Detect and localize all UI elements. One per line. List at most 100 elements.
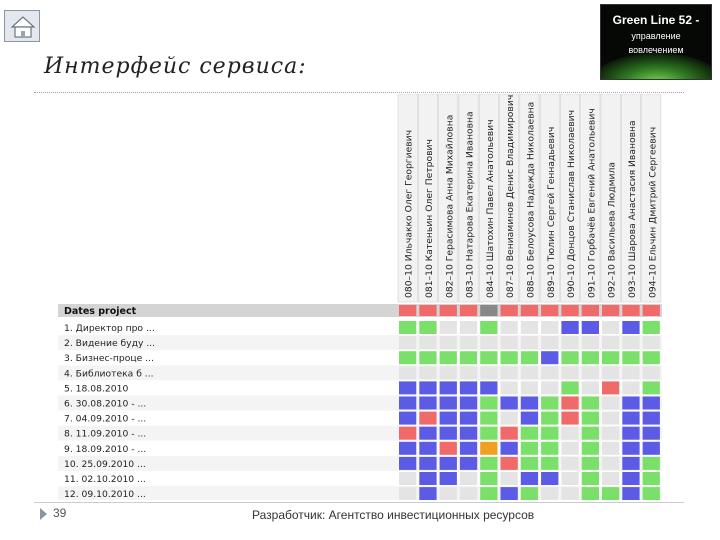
row-label[interactable]: 7. 04.09.2010 - ... — [64, 414, 146, 425]
grid-status-cell[interactable] — [561, 487, 579, 501]
grid-status-cell[interactable] — [500, 351, 518, 365]
grid-status-cell[interactable] — [439, 351, 457, 365]
grid-status-cell[interactable] — [561, 441, 579, 455]
row-label[interactable]: 11. 02.10.2010 ... — [64, 474, 146, 485]
grid-status-cell[interactable] — [520, 456, 539, 470]
grid-status-cell[interactable] — [541, 381, 559, 395]
grid-status-cell[interactable] — [622, 366, 640, 380]
grid-status-cell[interactable] — [480, 456, 498, 470]
grid-status-cell[interactable] — [500, 426, 518, 440]
grid-status-cell[interactable] — [602, 426, 620, 440]
grid-status-cell[interactable] — [500, 487, 518, 501]
grid-status-cell[interactable] — [399, 396, 417, 410]
grid-status-cell[interactable] — [642, 321, 660, 334]
grid-status-cell[interactable] — [480, 366, 498, 380]
header-status-cell[interactable] — [622, 305, 640, 316]
grid-status-cell[interactable] — [642, 472, 660, 485]
grid-status-cell[interactable] — [541, 351, 559, 365]
grid-status-cell[interactable] — [520, 411, 539, 425]
grid-status-cell[interactable] — [459, 456, 478, 470]
grid-status-cell[interactable] — [642, 336, 660, 350]
grid-status-cell[interactable] — [480, 426, 498, 440]
grid-status-cell[interactable] — [602, 351, 620, 365]
grid-status-cell[interactable] — [622, 396, 640, 410]
grid-status-cell[interactable] — [622, 441, 640, 455]
grid-status-cell[interactable] — [622, 487, 640, 501]
grid-status-cell[interactable] — [642, 381, 660, 395]
grid-status-cell[interactable] — [642, 396, 660, 410]
grid-status-cell[interactable] — [602, 396, 620, 410]
row-label[interactable]: 12. 09.10.2010 ... — [64, 489, 146, 500]
grid-status-cell[interactable] — [581, 472, 599, 485]
header-status-cell[interactable] — [399, 305, 417, 316]
column-header-cell[interactable] — [417, 93, 438, 303]
row-label[interactable]: 6. 30.08.2010 - ... — [64, 399, 146, 410]
grid-status-cell[interactable] — [419, 456, 437, 470]
grid-status-cell[interactable] — [581, 411, 599, 425]
grid-status-cell[interactable] — [622, 381, 640, 395]
grid-status-cell[interactable] — [581, 441, 599, 455]
column-header-cell[interactable] — [641, 93, 662, 303]
grid-status-cell[interactable] — [622, 351, 640, 365]
grid-status-cell[interactable] — [399, 366, 417, 380]
grid-status-cell[interactable] — [581, 456, 599, 470]
grid-status-cell[interactable] — [520, 396, 539, 410]
grid-status-cell[interactable] — [439, 456, 457, 470]
grid-status-cell[interactable] — [480, 381, 498, 395]
row-label[interactable]: 9. 18.09.2010 - ... — [64, 444, 146, 455]
grid-status-cell[interactable] — [602, 336, 620, 350]
grid-status-cell[interactable] — [439, 411, 457, 425]
header-status-cell[interactable] — [541, 305, 559, 316]
grid-status-cell[interactable] — [561, 336, 579, 350]
grid-status-cell[interactable] — [500, 396, 518, 410]
grid-status-cell[interactable] — [500, 336, 518, 350]
grid-status-cell[interactable] — [439, 426, 457, 440]
grid-status-cell[interactable] — [642, 426, 660, 440]
header-status-cell[interactable] — [500, 305, 518, 316]
grid-status-cell[interactable] — [561, 456, 579, 470]
grid-status-cell[interactable] — [439, 366, 457, 380]
column-header-cell[interactable] — [438, 93, 459, 303]
row-label[interactable]: 8. 11.09.2010 - ... — [64, 429, 146, 440]
grid-status-cell[interactable] — [480, 472, 498, 485]
grid-status-cell[interactable] — [602, 456, 620, 470]
grid-status-cell[interactable] — [541, 366, 559, 380]
grid-status-cell[interactable] — [500, 441, 518, 455]
grid-status-cell[interactable] — [581, 487, 599, 501]
grid-status-cell[interactable] — [642, 487, 660, 501]
grid-status-cell[interactable] — [622, 411, 640, 425]
row-label[interactable]: 5. 18.08.2010 — [64, 383, 128, 394]
grid-status-cell[interactable] — [439, 336, 457, 350]
grid-status-cell[interactable] — [399, 487, 417, 501]
grid-status-cell[interactable] — [439, 381, 457, 395]
header-status-cell[interactable] — [520, 305, 539, 316]
grid-status-cell[interactable] — [459, 426, 478, 440]
grid-status-cell[interactable] — [561, 411, 579, 425]
grid-status-cell[interactable] — [419, 321, 437, 334]
header-status-cell[interactable] — [561, 305, 579, 316]
grid-status-cell[interactable] — [520, 381, 539, 395]
grid-status-cell[interactable] — [622, 456, 640, 470]
grid-status-cell[interactable] — [561, 381, 579, 395]
grid-status-cell[interactable] — [541, 396, 559, 410]
grid-status-cell[interactable] — [541, 336, 559, 350]
grid-status-cell[interactable] — [581, 351, 599, 365]
grid-status-cell[interactable] — [622, 472, 640, 485]
grid-status-cell[interactable] — [399, 456, 417, 470]
grid-status-cell[interactable] — [520, 366, 539, 380]
grid-status-cell[interactable] — [541, 441, 559, 455]
row-label[interactable]: 2. Видение буду ... — [64, 338, 155, 349]
grid-status-cell[interactable] — [459, 472, 478, 485]
grid-status-cell[interactable] — [399, 441, 417, 455]
header-status-cell[interactable] — [602, 305, 620, 316]
column-header-cell[interactable] — [499, 93, 520, 303]
grid-status-cell[interactable] — [500, 381, 518, 395]
grid-status-cell[interactable] — [459, 487, 478, 501]
row-label[interactable]: 1. Директор про ... — [64, 323, 155, 334]
grid-status-cell[interactable] — [480, 487, 498, 501]
grid-status-cell[interactable] — [581, 381, 599, 395]
grid-status-cell[interactable] — [459, 381, 478, 395]
grid-status-cell[interactable] — [480, 351, 498, 365]
grid-status-cell[interactable] — [419, 396, 437, 410]
grid-status-cell[interactable] — [500, 456, 518, 470]
